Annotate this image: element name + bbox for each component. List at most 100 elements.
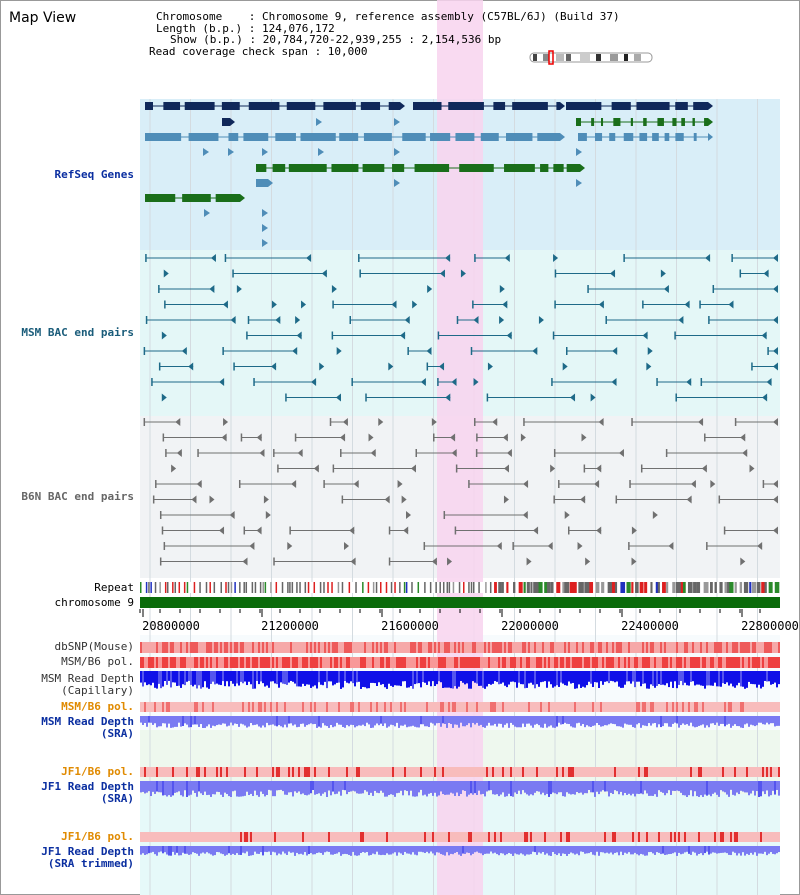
polymorphism-cell <box>396 702 398 712</box>
depth-bar <box>250 781 252 794</box>
depth-bar <box>504 846 506 855</box>
depth-bar <box>650 846 652 852</box>
polymorphism-cell <box>670 642 672 653</box>
polymorphism-cell <box>534 642 536 653</box>
polymorphism-cell <box>746 767 748 777</box>
depth-bar <box>562 781 564 796</box>
polymorphism-cell <box>144 832 146 842</box>
depth-bar <box>714 781 716 793</box>
depth-bar <box>498 846 500 855</box>
polymorphism-cell <box>426 657 428 668</box>
depth-bar <box>202 671 204 687</box>
depth-bar <box>342 846 344 854</box>
polymorphism-cell <box>472 767 474 777</box>
gene-exon <box>672 118 676 126</box>
depth-bar <box>712 781 714 794</box>
depth-bar <box>582 716 584 724</box>
polymorphism-cell <box>288 657 290 668</box>
depth-bar <box>726 716 728 725</box>
gene-exon <box>301 133 336 141</box>
depth-bar <box>706 846 708 852</box>
depth-bar <box>180 846 182 855</box>
polymorphism-cell <box>758 702 760 712</box>
depth-bar <box>462 716 464 726</box>
depth-bar <box>174 671 176 683</box>
depth-bar <box>354 716 356 727</box>
depth-bar <box>402 781 404 795</box>
depth-bar <box>606 671 608 681</box>
polymorphism-cell <box>346 767 348 777</box>
genome-map[interactable]: 20800000 21200000 21600000 22000000 22400000… <box>0 0 800 895</box>
polymorphism-cell <box>656 832 658 842</box>
polymorphism-cell <box>674 767 676 777</box>
polymorphism-cell <box>378 767 380 777</box>
polymorphism-cell <box>284 832 286 842</box>
polymorphism-cell <box>614 642 616 653</box>
polymorphism-cell <box>382 832 384 842</box>
depth-bar <box>648 846 650 852</box>
axis-tick-label: 20800000 <box>142 619 200 633</box>
depth-bar <box>726 846 728 853</box>
polymorphism-cell <box>314 832 316 842</box>
polymorphism-cell <box>182 832 184 842</box>
polymorphism-cell <box>576 702 578 712</box>
polymorphism-cell <box>770 832 772 842</box>
depth-bar <box>516 716 518 727</box>
polymorphism-cell <box>716 702 718 712</box>
polymorphism-cell <box>620 767 622 777</box>
polymorphism-cell <box>496 657 498 668</box>
depth-bar <box>146 671 148 685</box>
depth-bar <box>314 716 316 724</box>
polymorphism-cell <box>164 767 166 777</box>
polymorphism-cell <box>242 657 244 668</box>
depth-bar <box>640 781 642 793</box>
depth-bar <box>712 846 714 852</box>
polymorphism-cell <box>752 657 754 668</box>
polymorphism-cell <box>360 702 362 712</box>
polymorphism-cell <box>322 832 324 842</box>
polymorphism-cell <box>246 702 248 712</box>
depth-bar <box>386 716 388 728</box>
polymorphism-cell <box>738 702 740 712</box>
depth-bar <box>470 716 472 727</box>
polymorphism-cell <box>232 702 234 712</box>
repeat-element <box>513 582 515 593</box>
depth-bar <box>668 671 670 687</box>
polymorphism-cell <box>566 767 568 777</box>
depth-bar <box>758 716 760 723</box>
polymorphism-cell <box>172 832 174 842</box>
polymorphism-cell <box>420 642 422 653</box>
polymorphism-cell <box>604 767 606 777</box>
polymorphism-cell <box>744 642 746 653</box>
depth-bar <box>394 671 396 685</box>
polymorphism-cell <box>200 832 202 842</box>
polymorphism-cell <box>192 832 194 842</box>
depth-bar <box>266 716 268 723</box>
depth-bar <box>432 846 434 853</box>
polymorphism-cell <box>656 657 658 668</box>
polymorphism-cell <box>444 657 446 668</box>
polymorphism-cell <box>512 657 514 668</box>
polymorphism-cell <box>416 832 418 842</box>
depth-bar <box>614 716 616 724</box>
polymorphism-cell <box>402 767 404 777</box>
depth-bar <box>720 781 722 790</box>
depth-bar <box>628 846 630 852</box>
depth-bar <box>336 671 338 683</box>
polymorphism-cell <box>148 832 150 842</box>
polymorphism-cell <box>564 642 566 653</box>
polymorphism-cell <box>188 702 190 712</box>
polymorphism-cell <box>418 767 420 777</box>
polymorphism-cell <box>242 767 244 777</box>
polymorphism-cell <box>140 832 142 842</box>
polymorphism-cell <box>230 767 232 777</box>
depth-bar <box>460 846 462 856</box>
polymorphism-cell <box>162 642 164 653</box>
polymorphism-cell <box>150 702 152 712</box>
depth-bar <box>676 716 678 723</box>
polymorphism-cell <box>442 657 444 668</box>
depth-bar <box>542 671 544 682</box>
polymorphism-cell <box>530 767 532 777</box>
depth-bar <box>140 846 142 855</box>
polymorphism-cell <box>422 832 424 842</box>
